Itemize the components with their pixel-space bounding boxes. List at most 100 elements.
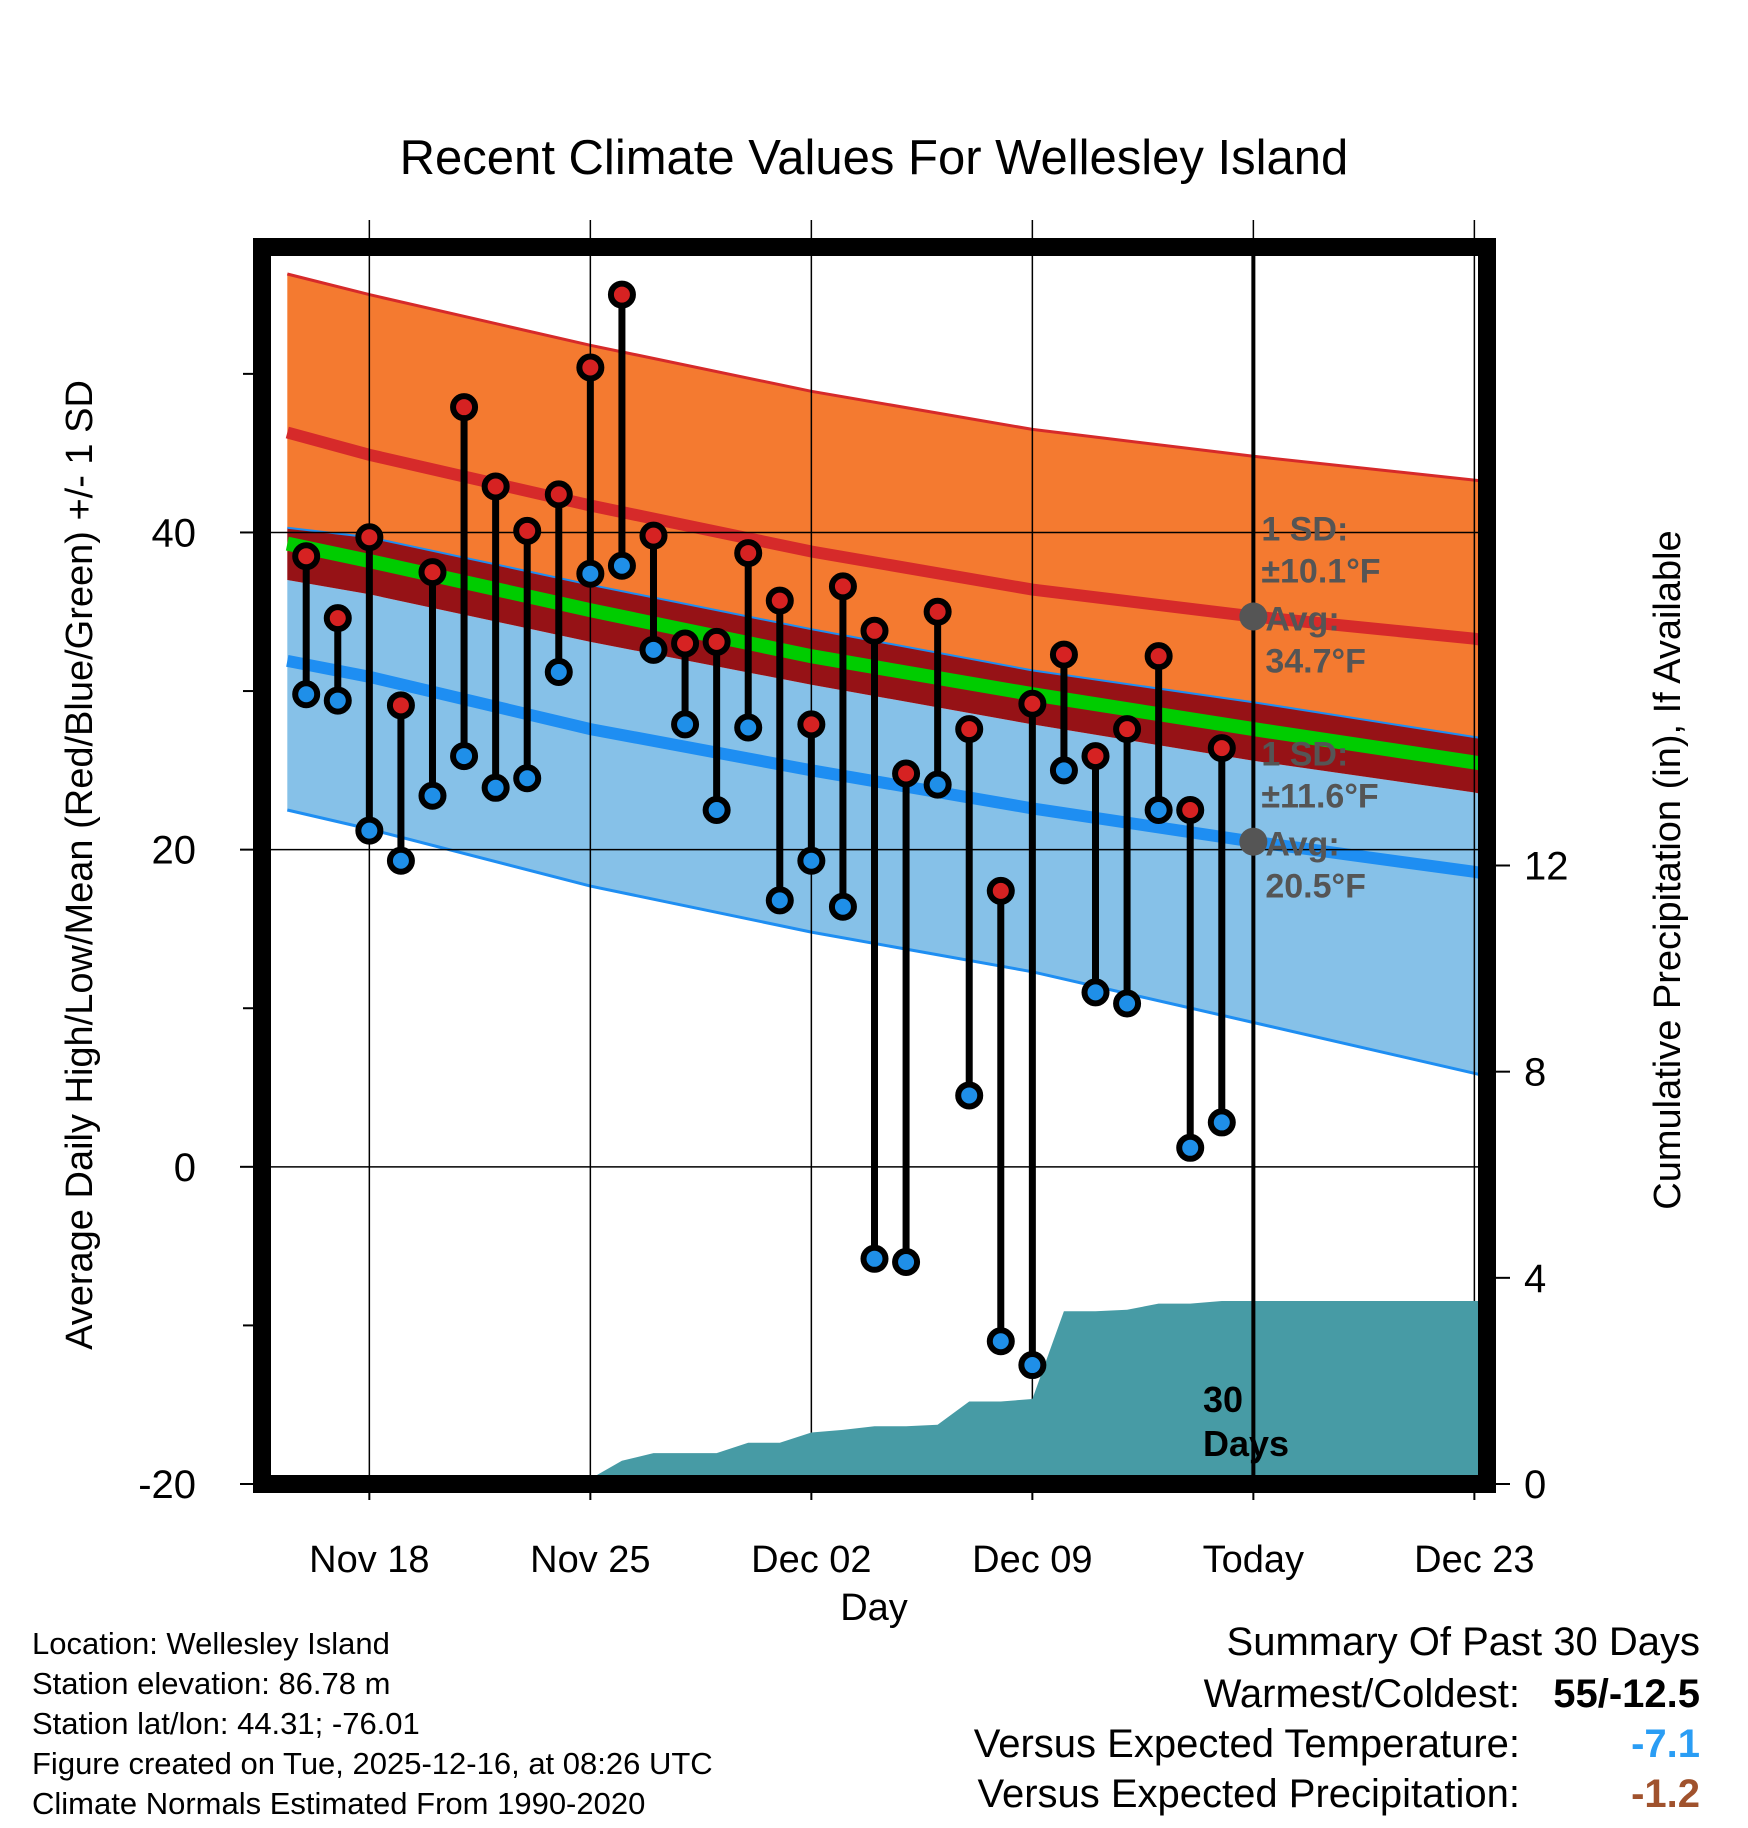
normal-low-line <box>286 655 1487 881</box>
annotation-text: 1 SD: <box>1261 511 1348 549</box>
daily-high-point <box>1113 715 1142 744</box>
y-tick-label: -20 <box>138 1463 196 1507</box>
high-lower-line <box>287 526 1487 740</box>
annotation-text: 34.7°F <box>1265 643 1366 681</box>
y2-tick-label: 8 <box>1524 1051 1546 1095</box>
daily-high-point <box>450 393 479 422</box>
daily-low-point <box>765 886 794 915</box>
low-lower-line <box>286 808 1487 1079</box>
daily-high-point <box>702 627 731 656</box>
daily-high-point <box>355 523 384 552</box>
summary-temp-label: Versus Expected Temperature: <box>973 1722 1520 1766</box>
daily-high-point <box>292 542 321 571</box>
daily-low-point <box>1018 1351 1047 1380</box>
y2-axis-label: Cumulative Precipitation (in), If Availa… <box>1647 530 1689 1209</box>
summary-warm-cold-label: Warmest/Coldest: <box>1203 1672 1520 1716</box>
normal-mean-line <box>285 536 1487 772</box>
annotation-text: 20.5°F <box>1265 868 1366 906</box>
window-label-days: Days <box>1203 1423 1289 1464</box>
summary-precip-value: -1.2 <box>1631 1772 1700 1816</box>
daily-high-point <box>923 597 952 626</box>
annotation-text: ±11.6°F <box>1261 778 1378 816</box>
daily-high-point <box>481 472 510 501</box>
daily-low-point <box>513 764 542 793</box>
summary-warm-cold-value: 55/-12.5 <box>1553 1672 1700 1716</box>
daily-high-point <box>892 759 921 788</box>
daily-high-point <box>513 516 542 545</box>
normal-high-line <box>285 426 1487 647</box>
info-normals: Climate Normals Estimated From 1990-2020 <box>32 1786 646 1821</box>
summary-temp: Versus Expected Temperature: -7.1 <box>974 1722 1700 1767</box>
daily-high-point <box>828 572 857 601</box>
daily-high-point <box>1144 642 1173 671</box>
daily-high-point <box>860 616 889 645</box>
precipitation-area <box>262 1301 1487 1484</box>
daily-low-point <box>481 773 510 802</box>
daily-high-point <box>418 558 447 587</box>
daily-low-point <box>355 816 384 845</box>
daily-high-point <box>639 521 668 550</box>
summary-precip: Versus Expected Precipitation: -1.2 <box>977 1772 1700 1817</box>
daily-high-point <box>1049 640 1078 669</box>
summary-title: Summary Of Past 30 Days <box>1226 1620 1700 1664</box>
daily-low-point <box>702 795 731 824</box>
high-upper-line <box>286 272 1487 483</box>
daily-low-point <box>1144 795 1173 824</box>
x-tick-label: Nov 18 <box>309 1539 429 1581</box>
daily-high-point <box>1207 734 1236 763</box>
summary-temp-value: -7.1 <box>1631 1722 1700 1766</box>
daily-low-point <box>1113 989 1142 1018</box>
daily-low-point <box>923 770 952 799</box>
daily-low-point <box>1207 1108 1236 1137</box>
daily-low-point <box>576 559 605 588</box>
info-location: Location: Wellesley Island <box>32 1626 390 1661</box>
daily-low-point <box>323 686 352 715</box>
info-elevation: Station elevation: 86.78 m <box>32 1666 391 1701</box>
daily-high-point <box>544 480 573 509</box>
daily-high-point <box>955 715 984 744</box>
info-created: Figure created on Tue, 2025-12-16, at 08… <box>32 1746 713 1781</box>
daily-low-point <box>1049 756 1078 785</box>
daily-low-point <box>797 846 826 875</box>
daily-high-point <box>323 604 352 633</box>
daily-high-point <box>1081 742 1110 771</box>
summary-precip-label: Versus Expected Precipitation: <box>977 1772 1520 1816</box>
overlap-band <box>287 527 1487 796</box>
annotation-text: Avg: <box>1265 601 1339 639</box>
window-label-number: 30 <box>1203 1379 1243 1420</box>
daily-high-point <box>607 280 636 309</box>
x-tick-label: Dec 23 <box>1414 1539 1534 1581</box>
annotation-text: 1 SD: <box>1261 736 1348 774</box>
daily-high-point <box>797 710 826 739</box>
daily-low-point <box>671 710 700 739</box>
daily-high-point <box>1176 795 1205 824</box>
y-tick-label: 20 <box>152 829 197 873</box>
y2-tick-label: 12 <box>1524 845 1569 889</box>
normal-annotations: 1 SD: ±10.1°F Avg: 34.7°F 1 SD: ±11.6°F Avg: 20… <box>1239 511 1381 906</box>
daily-low-point <box>607 551 636 580</box>
y2-tick-label: 0 <box>1524 1463 1546 1507</box>
daily-low-point <box>1081 978 1110 1007</box>
plot-area <box>285 272 1487 1079</box>
daily-low-point <box>544 658 573 687</box>
daily-low-point <box>292 680 321 709</box>
annotation-text: ±10.1°F <box>1261 553 1380 591</box>
daily-low-point <box>639 635 668 664</box>
normal-marker-dot <box>1239 602 1268 631</box>
plot-frame <box>253 238 1496 1493</box>
daily-low-point <box>986 1327 1015 1356</box>
daily-low-point <box>450 742 479 771</box>
daily-low-point <box>1176 1133 1205 1162</box>
daily-low-point <box>955 1081 984 1110</box>
x-tick-label: Today <box>1203 1539 1304 1581</box>
y-axis-label: Average Daily High/Low/Mean (Red/Blue/Gr… <box>59 380 101 1350</box>
daily-high-point <box>671 629 700 658</box>
daily-high-point <box>986 876 1015 905</box>
daily-high-point <box>765 586 794 615</box>
daily-low-point <box>418 781 447 810</box>
y-tick-label: 40 <box>152 511 197 555</box>
daily-low-point <box>860 1244 889 1273</box>
x-tick-label: Dec 02 <box>751 1539 871 1581</box>
daily-high-point <box>734 539 763 568</box>
